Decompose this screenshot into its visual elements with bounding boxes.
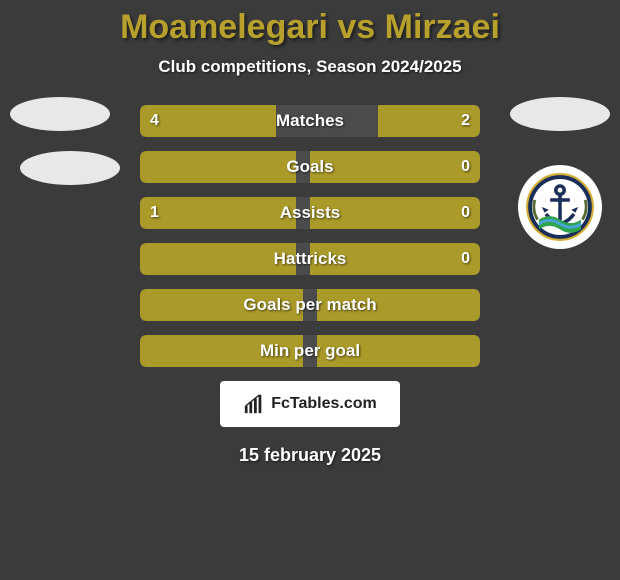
stat-value-left: 1 [150,197,159,229]
stat-row: Goals per match [140,289,480,321]
chart-icon [243,393,265,415]
stat-label: Goals per match [140,289,480,321]
stat-row: Matches4 2 [140,105,480,137]
comparison-bars: Matches42Goals0Assists10Hattricks0Goals … [140,105,480,367]
stat-value-right: 2 [461,105,470,137]
stat-value-right: 0 [461,197,470,229]
subtitle: Club competitions, Season 2024/2025 [0,57,620,77]
club-crest-icon [525,172,595,242]
player2-club-crest [518,165,602,249]
player1-badge-1 [10,97,110,131]
stat-label: Min per goal [140,335,480,367]
stat-row: Min per goal [140,335,480,367]
branding-text: FcTables.com [271,395,377,413]
stat-row: Hattricks0 [140,243,480,275]
stat-label: Hattricks [140,243,480,275]
stats-area: Matches42Goals0Assists10Hattricks0Goals … [0,105,620,367]
stat-row: Assists1 0 [140,197,480,229]
stat-value-right: 0 [461,243,470,275]
page-title: Moamelegari vs Mirzaei [0,0,620,47]
player2-badge-1 [510,97,610,131]
stat-value-right: 0 [461,151,470,183]
stat-label: Goals [140,151,480,183]
player1-badge-2 [20,151,120,185]
stat-label: Matches [140,105,480,137]
date-text: 15 february 2025 [0,445,620,466]
branding-box: FcTables.com [220,381,400,427]
stat-value-left: 4 [150,105,159,137]
comparison-card: Moamelegari vs Mirzaei Club competitions… [0,0,620,580]
stat-label: Assists [140,197,480,229]
stat-row: Goals0 [140,151,480,183]
